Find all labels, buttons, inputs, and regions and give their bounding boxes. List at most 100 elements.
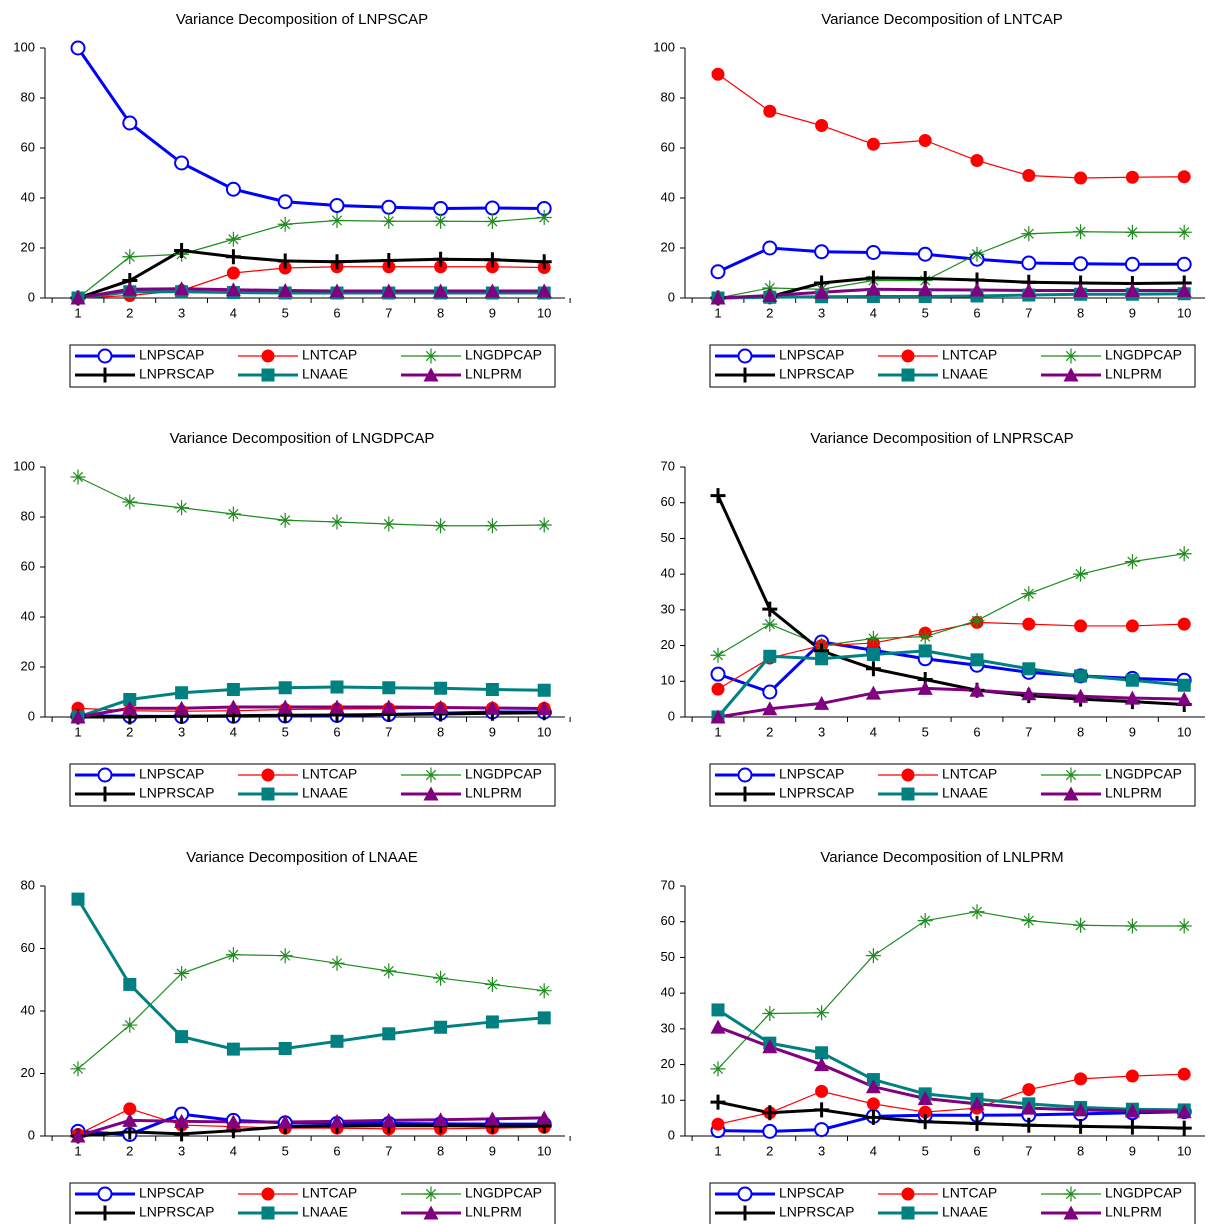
x-tick-label: 10 <box>1177 1143 1191 1158</box>
marker <box>762 684 778 700</box>
marker <box>762 288 778 302</box>
x-tick-label: 6 <box>333 305 340 320</box>
series-line <box>717 686 1185 719</box>
y-tick-label: 20 <box>661 1056 675 1071</box>
marker <box>866 1097 880 1111</box>
marker <box>484 976 500 992</box>
legend-label: LNPRSCAP <box>139 1204 214 1220</box>
marker <box>1022 1083 1036 1097</box>
marker <box>1022 662 1036 676</box>
legend-marker <box>97 367 113 383</box>
series-line <box>77 216 545 299</box>
marker <box>710 290 726 305</box>
legend-label: LNAAE <box>942 785 988 801</box>
x-tick-label: 6 <box>333 724 340 739</box>
marker <box>484 283 500 298</box>
marker <box>226 1042 240 1056</box>
marker <box>277 194 293 210</box>
marker <box>174 243 190 258</box>
marker <box>815 1046 829 1060</box>
marker <box>122 1112 138 1127</box>
series-line <box>78 711 545 719</box>
chart-title: Variance Decomposition of LNPRSCAP <box>810 430 1073 447</box>
marker <box>381 699 397 714</box>
marker <box>762 701 778 716</box>
marker <box>710 666 726 682</box>
marker <box>225 231 241 247</box>
x-tick-label: 4 <box>870 724 877 739</box>
marker <box>70 40 86 56</box>
legend-marker <box>901 768 915 782</box>
y-tick-label: 10 <box>661 1092 675 1107</box>
marker <box>381 283 397 298</box>
marker <box>382 1027 396 1041</box>
legend-marker <box>1063 1205 1079 1220</box>
marker <box>329 514 345 530</box>
marker <box>225 1114 241 1129</box>
x-tick-label: 6 <box>973 724 980 739</box>
marker <box>225 947 241 963</box>
legend-label: LNGDPCAP <box>1105 766 1182 782</box>
y-tick-label: 100 <box>653 39 675 54</box>
chart-title: Variance Decomposition of LNPSCAP <box>176 11 428 28</box>
marker <box>1073 1102 1089 1117</box>
y-tick-label: 0 <box>28 1127 35 1142</box>
marker <box>1124 224 1140 240</box>
y-tick-label: 80 <box>21 877 35 892</box>
marker <box>174 281 190 296</box>
y-tick-label: 20 <box>21 658 35 673</box>
marker <box>70 1128 86 1143</box>
legend-marker <box>261 768 275 782</box>
y-tick-label: 40 <box>21 1002 35 1017</box>
marker <box>1176 1104 1192 1119</box>
series-line <box>77 290 545 300</box>
marker <box>1021 255 1037 271</box>
legend-label: LNTCAP <box>942 1185 997 1201</box>
marker <box>174 500 190 516</box>
legend-marker <box>901 349 915 363</box>
marker <box>1124 690 1140 705</box>
legend-marker <box>261 368 275 382</box>
marker <box>1176 918 1192 934</box>
marker <box>1073 917 1089 933</box>
marker <box>225 282 241 297</box>
marker <box>814 695 830 710</box>
marker <box>710 488 726 504</box>
x-tick-label: 2 <box>126 1143 133 1158</box>
legend-box <box>709 763 1196 807</box>
marker <box>1073 566 1089 582</box>
marker <box>381 253 397 268</box>
marker <box>226 683 240 696</box>
legend-marker <box>97 786 113 802</box>
legend-label: LNAAE <box>302 366 348 382</box>
marker <box>381 199 397 215</box>
legend-marker <box>901 1187 915 1201</box>
marker <box>917 680 933 695</box>
marker <box>710 1019 726 1034</box>
marker <box>278 681 292 695</box>
marker <box>1176 546 1192 562</box>
marker <box>484 252 500 268</box>
series-line <box>717 911 1185 1070</box>
marker <box>710 709 726 724</box>
x-tick-label: 3 <box>818 724 825 739</box>
marker <box>122 281 138 296</box>
marker <box>226 266 240 280</box>
legend-label: LNPRSCAP <box>779 785 854 801</box>
marker <box>433 201 449 216</box>
chart-title: Variance Decomposition of LNGDPCAP <box>170 430 435 447</box>
series-line <box>77 248 545 300</box>
series-line <box>717 553 1185 656</box>
y-tick-label: 100 <box>13 458 35 473</box>
legend-marker <box>261 349 275 363</box>
marker <box>814 1102 830 1118</box>
marker <box>1021 283 1037 297</box>
legend-label: LNAAE <box>942 366 988 382</box>
y-tick-label: 80 <box>21 508 35 523</box>
marker <box>1022 617 1036 631</box>
x-tick-label: 3 <box>178 724 185 739</box>
legend-label: LNGDPCAP <box>465 1185 542 1201</box>
marker <box>814 1057 830 1072</box>
marker <box>969 1096 985 1111</box>
